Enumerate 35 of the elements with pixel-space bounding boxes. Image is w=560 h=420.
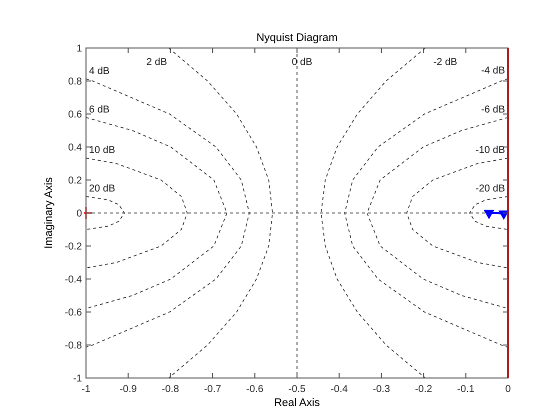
y-tick-label: 0.8 [68,76,82,88]
y-tick-label: 0.2 [68,176,82,186]
series-label: 0 dB [292,57,313,68]
series-label: 2 dB [146,57,168,68]
y-tick-label: -1 [73,374,82,384]
series-label: -4 dB [481,66,506,77]
y-tick-label: -0.2 [64,242,82,252]
x-tick-label: -0.9 [120,384,138,395]
y-tick-label: 0 [76,208,82,220]
series-label: -2 dB [433,57,458,68]
x-tick-label: -0.1 [457,384,475,395]
y-axis-title: Imaginary Axis [43,176,55,249]
series-label: 10 dB [89,145,116,156]
y-tick-label: -0.6 [64,308,82,318]
series-label: 6 dB [89,104,110,116]
x-tick-label: -0.5 [288,384,306,395]
series-label: -10 dB [476,145,506,156]
x-tick-label: -0.4 [330,384,348,395]
y-tick-label: -0.4 [64,274,82,286]
series-label: -6 dB [481,104,506,116]
x-tick-label: -0.6 [246,384,264,395]
y-tick-label: 0.4 [68,142,82,154]
series-label: 20 dB [89,184,116,194]
x-tick-label: -0.2 [414,384,433,395]
y-tick-label: 1 [76,44,82,54]
x-tick-label: -0.8 [162,384,180,395]
series-label: 4 dB [89,66,110,77]
y-tick-label: 0.6 [68,110,82,120]
chart-title: Nyquist Diagram [256,32,338,44]
series-label: -20 dB [476,184,506,194]
x-tick-label: -0.3 [372,384,390,395]
y-tick-label: -0.8 [64,340,82,352]
x-tick-label: -0.7 [204,384,222,395]
x-tick-label: 0 [505,384,512,395]
x-axis-title: Real Axis [274,397,320,409]
